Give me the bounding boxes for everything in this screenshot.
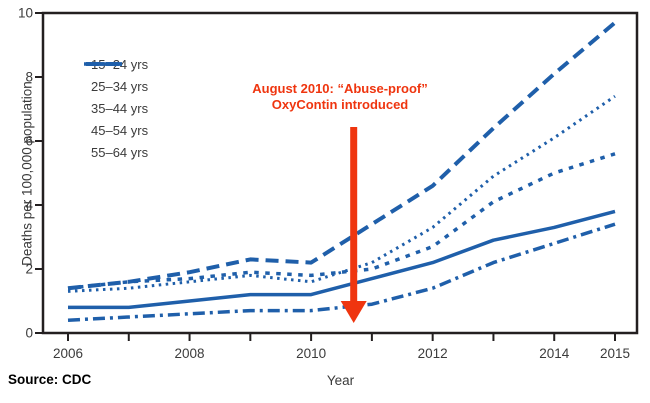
legend-item: 45–54 yrs	[82, 62, 149, 141]
svg-text:2010: 2010	[296, 346, 326, 361]
annotation-arrow	[340, 127, 367, 323]
legend-label: 25–34 yrs	[91, 78, 149, 94]
legend-item: 55–64 yrs	[82, 62, 149, 163]
svg-text:10: 10	[18, 6, 33, 21]
y-axis-ticks	[35, 12, 43, 334]
source-label: Source: CDC	[8, 372, 92, 387]
x-axis-title: Year	[326, 373, 355, 388]
legend-label: 55–64 yrs	[91, 144, 149, 160]
svg-text:2014: 2014	[539, 346, 570, 361]
x-axis-ticks	[67, 333, 616, 341]
svg-text:8: 8	[25, 70, 33, 85]
plot-border	[41, 11, 639, 335]
svg-text:2006: 2006	[53, 346, 83, 361]
svg-text:0: 0	[25, 326, 33, 341]
svg-text:2008: 2008	[175, 346, 205, 361]
legend-item: 35–44 yrs	[82, 62, 149, 119]
svg-text:6: 6	[25, 134, 33, 149]
svg-text:2012: 2012	[418, 346, 448, 361]
annotation-text: August 2010: “Abuse-proof” OxyContin int…	[200, 81, 480, 112]
legend-line-sample-dash-dot	[92, 62, 122, 66]
series-line-45-54	[67, 152, 616, 290]
legend-label: 45–54 yrs	[91, 122, 149, 138]
series-line-15-24	[68, 209, 616, 310]
series-line-25-34	[67, 21, 617, 291]
legend-label: 35–44 yrs	[91, 100, 149, 116]
annotation-line2: OxyContin introduced	[271, 96, 409, 112]
svg-text:2015: 2015	[600, 346, 630, 361]
y-axis-title: Deaths per 100,000 population	[19, 81, 35, 266]
series-line-35-44	[67, 94, 616, 293]
svg-text:2: 2	[25, 262, 33, 277]
svg-text:4: 4	[25, 198, 33, 213]
y-axis-tick-labels: 0 2 4 6 8 10	[18, 6, 34, 341]
legend-item: 25–34 yrs	[82, 62, 149, 97]
legend: 15–24 yrs 25–34 yrs 35–44 yrs 45–54 yrs …	[82, 53, 148, 163]
annotation-line1: August 2010: “Abuse-proof”	[252, 81, 428, 96]
x-axis-tick-labels: 2006 2008 2010 2012 2014 2015	[53, 346, 630, 361]
